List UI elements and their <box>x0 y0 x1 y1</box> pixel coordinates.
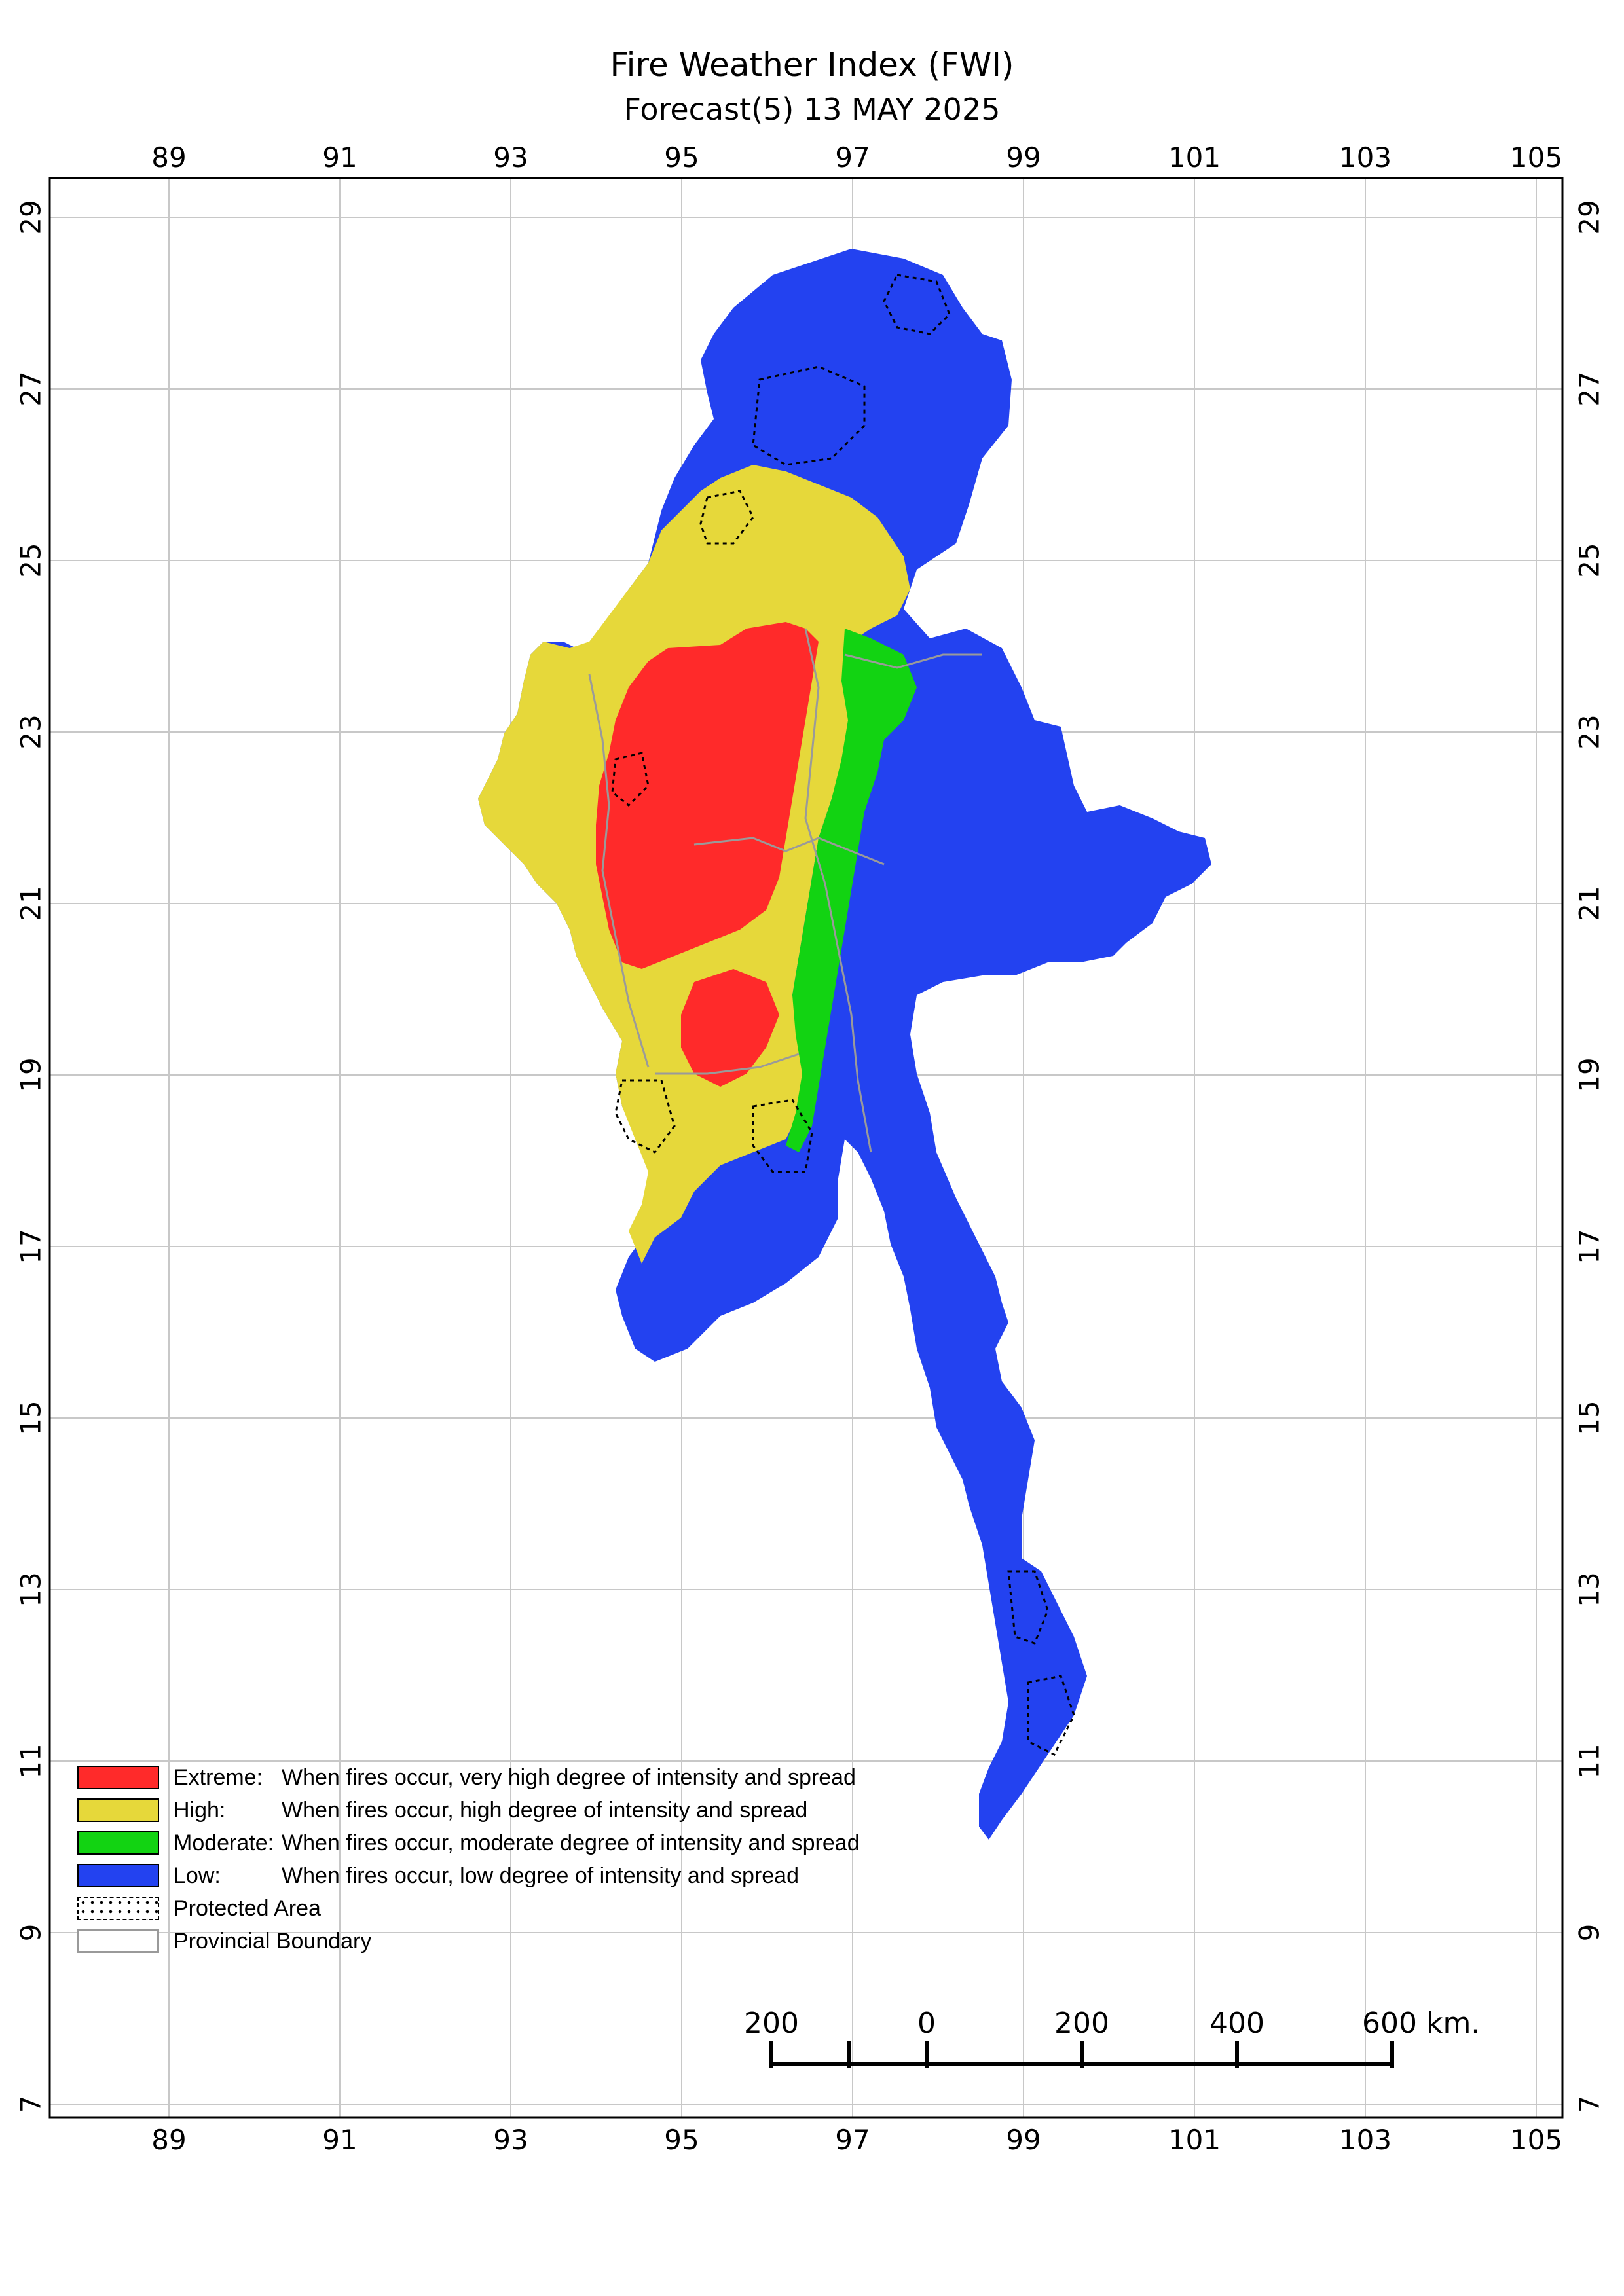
legend-label-moderate: Moderate: <box>174 1830 274 1855</box>
legend-label-protected: Protected Area <box>174 1895 321 1921</box>
scale-label-600: 600 km. <box>1362 2007 1480 2040</box>
latitude-label: 27 <box>1574 371 1606 406</box>
legend-swatch-low <box>77 1864 159 1887</box>
latitude-label: 11 <box>1574 1743 1606 1778</box>
scale-label-400: 400 <box>1209 2007 1264 2040</box>
scale-label-200-left: 200 <box>744 2007 799 2040</box>
legend-item-boundary: Provincial Boundary <box>77 1925 860 1958</box>
map-title: Fire Weather Index (FWI) <box>610 46 1014 84</box>
map-subtitle: Forecast(5) 13 MAY 2025 <box>623 92 1001 127</box>
latitude-label: 25 <box>15 543 47 577</box>
latitude-label: 11 <box>15 1743 47 1778</box>
longitude-label: 103 <box>1339 2124 1392 2156</box>
latitude-label: 7 <box>1574 2096 1606 2113</box>
longitude-label: 103 <box>1339 141 1392 173</box>
latitude-labels-left: 29 27 25 23 21 19 17 15 13 11 9 7 <box>15 200 47 2113</box>
longitude-label: 97 <box>835 2124 870 2156</box>
latitude-label: 13 <box>15 1572 47 1607</box>
legend-desc-low: When fires occur, low degree of intensit… <box>282 1863 799 1888</box>
protected-area-west-2 <box>611 752 650 807</box>
fwi-low-zone <box>478 249 1211 1840</box>
legend-label-extreme: Extreme: <box>174 1764 263 1790</box>
latitude-label: 23 <box>1574 714 1606 749</box>
fwi-extreme-zone <box>596 622 819 969</box>
latitude-label: 25 <box>1574 543 1606 577</box>
legend-item-moderate: Moderate: When fires occur, moderate deg… <box>77 1827 860 1859</box>
legend-swatch-protected <box>77 1897 159 1920</box>
longitude-label: 99 <box>1006 141 1041 173</box>
longitude-label: 95 <box>664 141 699 173</box>
longitude-label: 105 <box>1510 2124 1562 2156</box>
fwi-layer <box>478 249 1211 1840</box>
protected-area-south-1 <box>614 1079 676 1154</box>
legend-desc-moderate: When fires occur, moderate degree of int… <box>282 1830 860 1855</box>
boundary-line-2 <box>804 628 872 1153</box>
protected-area-south-3 <box>1027 1675 1075 1757</box>
longitude-label: 93 <box>493 2124 528 2156</box>
legend-swatch-extreme <box>77 1766 159 1789</box>
longitude-labels-top: 89 91 93 95 97 99 101 103 105 <box>151 141 1562 173</box>
latitude-label: 27 <box>15 371 47 406</box>
longitude-label: 91 <box>322 141 357 173</box>
longitude-label: 89 <box>151 2124 186 2156</box>
latitude-label: 21 <box>15 886 47 920</box>
scale-label-0: 0 <box>917 2007 936 2040</box>
legend-swatch-high <box>77 1798 159 1822</box>
boundary-line-4 <box>655 1053 800 1075</box>
latitude-label: 19 <box>15 1057 47 1092</box>
fwi-moderate-zone <box>786 629 917 1152</box>
fwi-extreme-zone-south <box>681 969 779 1087</box>
legend-item-extreme: Extreme: When fires occur, very high deg… <box>77 1761 860 1794</box>
legend-swatch-boundary <box>77 1929 159 1953</box>
latitude-label: 29 <box>1574 200 1606 234</box>
protected-area-north-1 <box>883 274 951 335</box>
map-frame <box>48 177 1564 2119</box>
longitude-label: 95 <box>664 2124 699 2156</box>
protected-areas <box>611 274 1075 1757</box>
legend: Extreme: When fires occur, very high deg… <box>77 1761 860 1958</box>
latitude-label: 13 <box>1574 1572 1606 1607</box>
legend-item-high: High: When fires occur, high degree of i… <box>77 1794 860 1827</box>
longitude-label: 101 <box>1168 2124 1221 2156</box>
longitude-label: 93 <box>493 141 528 173</box>
legend-item-protected: Protected Area <box>77 1892 860 1925</box>
longitude-label: 105 <box>1510 141 1562 173</box>
legend-label-boundary: Provincial Boundary <box>174 1928 372 1954</box>
legend-label-high: High: <box>174 1797 226 1823</box>
latitude-label: 15 <box>1574 1400 1606 1435</box>
legend-desc-extreme: When fires occur, very high degree of in… <box>282 1764 856 1790</box>
boundary-line-5 <box>844 653 982 669</box>
latitude-label: 29 <box>15 200 47 234</box>
legend-label-low: Low: <box>174 1863 221 1888</box>
boundary-line-1 <box>693 837 885 866</box>
latitude-labels-right: 29 27 25 23 21 19 17 15 13 11 9 7 <box>1574 200 1606 2113</box>
longitude-label: 89 <box>151 141 186 173</box>
latitude-label: 17 <box>1574 1229 1606 1264</box>
protected-area-south-2 <box>1007 1570 1049 1645</box>
boundary-line-3 <box>588 674 650 1068</box>
latitude-label: 9 <box>1574 1924 1606 1942</box>
longitude-labels-bottom: 89 91 93 95 97 99 101 103 105 <box>151 2124 1562 2156</box>
latitude-label: 21 <box>1574 886 1606 920</box>
latitude-label: 9 <box>15 1924 47 1942</box>
longitude-label: 101 <box>1168 141 1221 173</box>
latitude-label: 17 <box>15 1229 47 1264</box>
longitude-label: 97 <box>835 141 870 173</box>
latitude-label: 15 <box>15 1400 47 1435</box>
scale-bar: 200 0 200 400 600 km. <box>744 2007 1480 2068</box>
scale-label-200: 200 <box>1054 2007 1109 2040</box>
protected-area-west-1 <box>699 490 754 545</box>
latitude-label: 7 <box>15 2096 47 2113</box>
latitude-label: 19 <box>1574 1057 1606 1092</box>
legend-swatch-moderate <box>77 1831 159 1855</box>
longitude-label: 91 <box>322 2124 357 2156</box>
legend-item-low: Low: When fires occur, low degree of int… <box>77 1859 860 1892</box>
provincial-boundaries <box>588 628 982 1153</box>
legend-desc-high: When fires occur, high degree of intensi… <box>282 1797 808 1823</box>
latitude-label: 23 <box>15 714 47 749</box>
longitude-label: 99 <box>1006 2124 1041 2156</box>
protected-area-central-1 <box>752 1099 813 1173</box>
